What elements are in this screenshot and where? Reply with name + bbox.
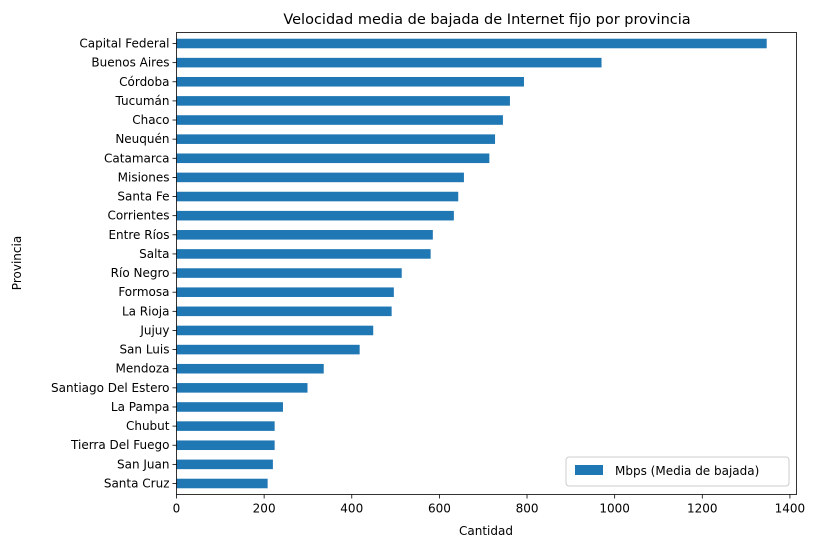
y-tick-label: Santa Cruz (104, 477, 170, 491)
y-tick-label: Córdoba (119, 75, 169, 89)
y-tick-label: La Rioja (122, 304, 170, 318)
x-tick-label: 1400 (775, 502, 806, 516)
x-tick-label: 200 (253, 502, 276, 516)
y-tick-label: Catamarca (104, 151, 169, 165)
legend-label: Mbps (Media de bajada) (615, 464, 759, 478)
bar (176, 210, 454, 221)
y-tick-label: Río Negro (111, 266, 170, 280)
bar (176, 402, 283, 412)
y-tick-label: La Pampa (111, 400, 170, 414)
chart-title: Velocidad media de bajada de Internet fi… (283, 12, 690, 28)
bar (176, 383, 308, 393)
y-tick-label: Formosa (118, 285, 169, 299)
y-tick-label: Tierra Del Fuego (70, 438, 169, 452)
y-tick-label: Jujuy (139, 323, 169, 337)
legend: Mbps (Media de bajada) (565, 456, 790, 487)
x-tick-label: 800 (516, 502, 539, 516)
y-tick-label: Salta (139, 247, 169, 261)
x-tick-label: 1200 (687, 502, 718, 516)
y-ticks-group: Capital Federal Buenos Aires Córdoba Tucumá… (51, 37, 177, 491)
bar (176, 363, 324, 374)
y-tick-label: Chubut (126, 419, 170, 433)
y-tick-label: Tucumán (115, 94, 170, 108)
legend-swatch (575, 465, 603, 475)
bar (176, 230, 433, 240)
y-tick-label: San Luis (119, 343, 169, 357)
bar (176, 287, 394, 297)
bar (176, 76, 524, 87)
y-axis-label: Provincia (10, 236, 24, 290)
y-tick-label: Buenos Aires (91, 56, 169, 70)
y-tick-label: Santa Fe (117, 190, 169, 204)
bar (176, 172, 464, 183)
y-tick-label: Chaco (132, 113, 169, 127)
x-tick-label: 400 (340, 502, 363, 516)
y-tick-label: Santiago Del Estero (51, 381, 169, 395)
bar (176, 268, 402, 278)
bar (176, 306, 392, 317)
y-tick-label: Neuquén (115, 132, 169, 146)
bar (176, 325, 374, 336)
plot-frame (176, 32, 797, 495)
bar (176, 134, 496, 144)
y-tick-label: Misiones (118, 170, 170, 184)
bar (176, 153, 490, 164)
x-tick-label: 1000 (599, 502, 630, 516)
bar (176, 344, 360, 355)
bar (176, 96, 510, 106)
bar (176, 478, 268, 489)
y-tick-label: Entre Ríos (108, 228, 169, 242)
bar (176, 421, 275, 431)
bar (176, 57, 602, 68)
bar (176, 249, 431, 259)
y-tick-label: Mendoza (116, 362, 170, 376)
bar (176, 191, 459, 202)
y-tick-label: San Juan (117, 457, 170, 471)
bar (176, 440, 275, 451)
x-tick-label: 0 (173, 502, 181, 516)
bar (176, 38, 767, 49)
bar (176, 459, 273, 470)
bars-group (176, 38, 767, 489)
x-axis-label: Cantidad (459, 524, 513, 538)
x-tick-label: 600 (428, 502, 451, 516)
y-tick-label: Corrientes (107, 209, 169, 223)
x-ticks-group: 0 200 400 600 800 1000 1200 1400 (173, 494, 806, 516)
bar (176, 115, 503, 125)
y-tick-label: Capital Federal (79, 37, 169, 51)
legend-box (565, 456, 790, 487)
